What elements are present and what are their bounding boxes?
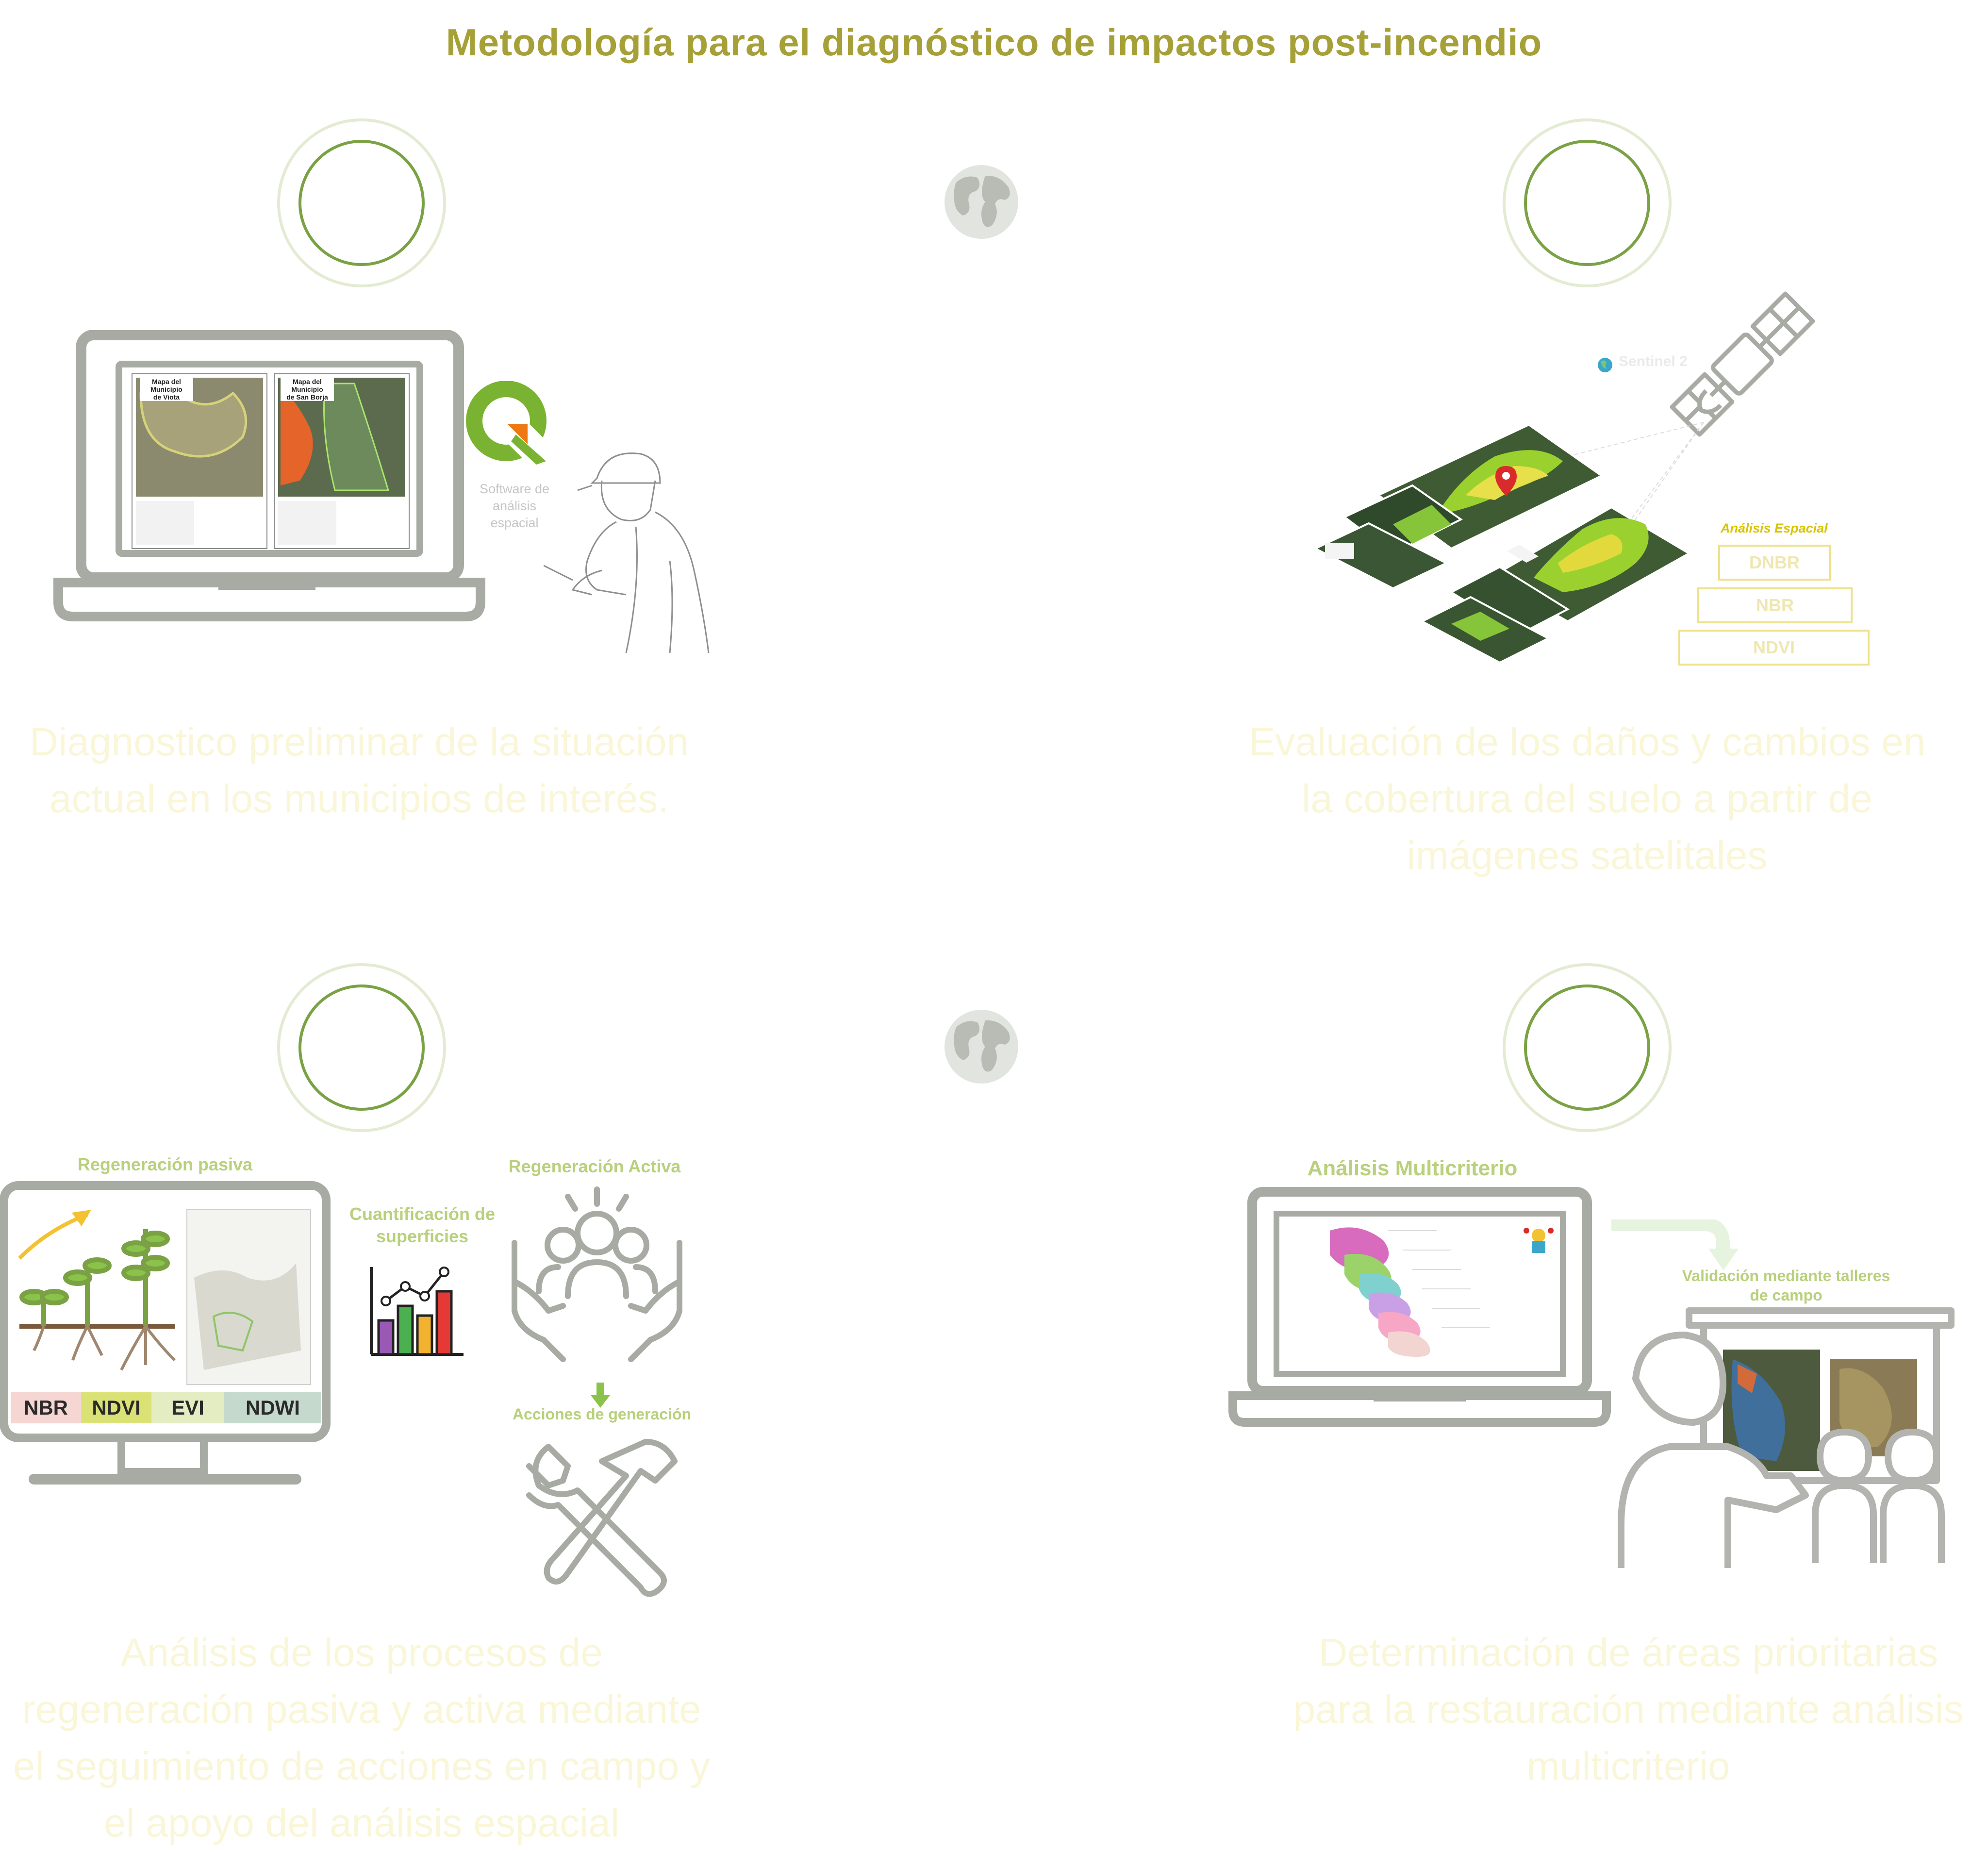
workshop-presentation-icon <box>1618 1307 1955 1568</box>
sentinel-label: Sentinel 2 <box>1619 353 1688 369</box>
software-label: Software de análisis espacial <box>468 481 561 532</box>
step-3-description: Análisis de los procesos de regeneración… <box>0 1624 723 1852</box>
isometric-maps-illustration <box>1313 422 1704 664</box>
arrow-down-icon <box>591 1383 610 1408</box>
satellite-icon <box>1670 291 1815 437</box>
map-left-title-line-1: Mapa del Municipio <box>150 378 182 393</box>
step-1-description-line-2: actual en los municipios de interés. <box>49 777 669 821</box>
validation-label-line-1: Validación mediante talleres <box>1682 1267 1890 1285</box>
validation-label: Validación mediante talleres de campo <box>1665 1266 1907 1305</box>
step-2-ring-outer <box>1503 118 1672 287</box>
step-2-description-line-1: Evaluación de los daños y cambios en <box>1248 720 1926 764</box>
step-1-description: Diagnostico preliminar de la situación a… <box>0 714 718 827</box>
step-3-description-line-2: regeneración pasiva y activa mediante <box>22 1687 701 1732</box>
quantification-label-line-2: superficies <box>376 1226 469 1246</box>
step-1-ring-inner <box>298 140 425 266</box>
multicriteria-laptop-icon <box>1228 1187 1611 1427</box>
validation-label-line-2: de campo <box>1750 1286 1822 1304</box>
monitor-icon <box>0 1181 331 1485</box>
step-3-ring-inner <box>298 984 425 1111</box>
legend-evi: EVI <box>151 1392 224 1423</box>
software-label-line-2: análisis <box>492 499 537 513</box>
ndvi-box: NDVI <box>1678 630 1870 666</box>
step-4-description-line-2: para la restauración mediante análisis <box>1293 1687 1964 1732</box>
qgis-logo-icon <box>466 381 547 465</box>
quantification-label: Cuantificación de superficies <box>340 1203 505 1248</box>
step-3-description-line-1: Análisis de los procesos de <box>120 1631 603 1675</box>
map-left-title-line-2: de Viota <box>153 393 180 401</box>
step-2-ring-inner <box>1524 140 1650 266</box>
page-title: Metodología para el diagnóstico de impac… <box>446 21 1542 64</box>
step-2-description: Evaluación de los daños y cambios en la … <box>1233 714 1941 884</box>
community-hands-icon <box>512 1186 682 1362</box>
globe-icon <box>944 165 1018 239</box>
map-left-title: Mapa del Municipio de Viota <box>140 378 193 401</box>
multicriteria-label: Análisis Multicriterio <box>1307 1156 1518 1180</box>
bar-chart-icon <box>370 1267 464 1356</box>
active-regeneration-label: Regeneración Activa <box>508 1156 681 1176</box>
step-2-description-line-3: imágenes satelitales <box>1407 834 1768 878</box>
spatial-analysis-label: Análisis Espacial <box>1721 521 1828 535</box>
actions-label: Acciones de generación <box>512 1405 692 1423</box>
map-right-title-line-1: Mapa del Municipio <box>291 378 323 393</box>
field-worker-icon <box>544 452 710 653</box>
legend-ndwi: NDWI <box>224 1392 321 1423</box>
quantification-label-line-1: Cuantificación de <box>349 1204 496 1224</box>
step-1-description-line-1: Diagnostico preliminar de la situación <box>29 720 689 764</box>
step-4-description: Determinación de áreas prioritarias para… <box>1272 1624 1985 1795</box>
legend-nbr: NBR <box>11 1392 81 1423</box>
map-right-title: Mapa del Municipio de San Borja <box>281 378 334 401</box>
globe-icon <box>944 1010 1018 1084</box>
indices-legend: NBR NDVI EVI NDWI <box>11 1392 321 1423</box>
step-3-description-line-3: el seguimiento de acciones en campo y <box>13 1744 710 1788</box>
step-4-description-line-1: Determinación de áreas prioritarias <box>1318 1631 1938 1675</box>
nbr-box: NBR <box>1697 587 1853 623</box>
laptop-icon <box>53 330 485 621</box>
tools-icon <box>526 1439 678 1597</box>
passive-regeneration-label: Regeneración pasiva <box>77 1154 253 1174</box>
sentinel-globe-icon <box>1598 358 1612 372</box>
software-label-line-3: espacial <box>490 516 539 530</box>
software-label-line-1: Software de <box>479 482 550 496</box>
curved-arrow-icon <box>1611 1219 1739 1270</box>
step-1-ring-outer <box>277 118 446 287</box>
step-4-description-line-3: multicriterio <box>1526 1744 1730 1788</box>
step-4-ring-inner <box>1524 984 1650 1111</box>
map-right-title-line-2: de San Borja <box>286 393 328 401</box>
step-3-ring-outer <box>277 963 446 1132</box>
dnbr-box: DNBR <box>1718 545 1831 581</box>
step-2-description-line-2: la cobertura del suelo a partir de <box>1301 777 1873 821</box>
step-4-ring-outer <box>1503 963 1672 1132</box>
step-3-description-line-4: el apoyo del análisis espacial <box>103 1801 620 1845</box>
legend-ndvi: NDVI <box>81 1392 151 1423</box>
